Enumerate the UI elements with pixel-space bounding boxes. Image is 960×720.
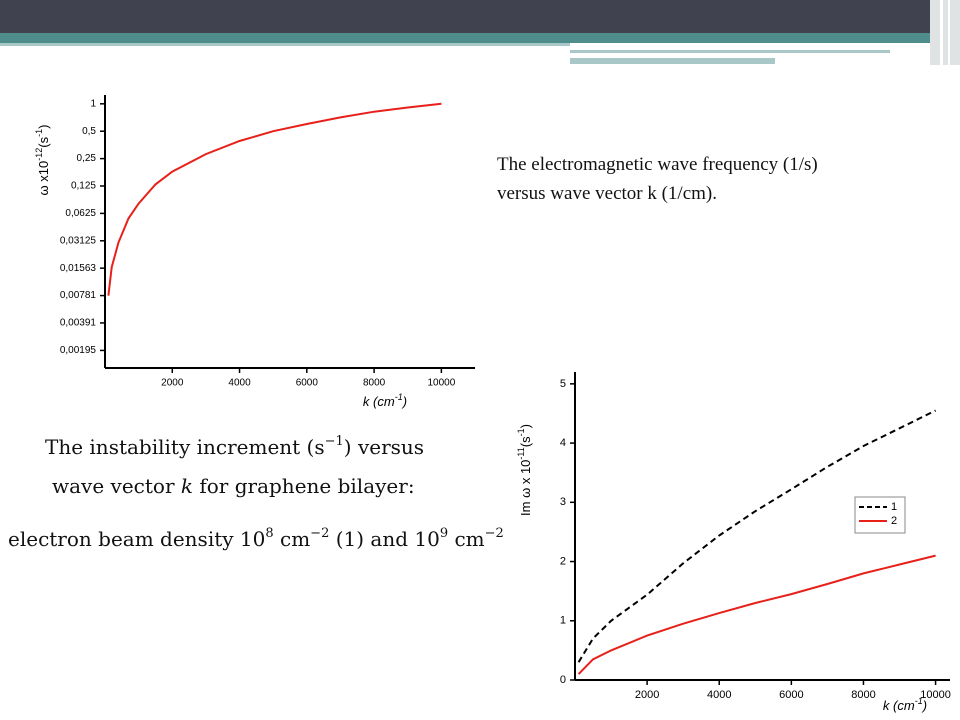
header-line bbox=[0, 43, 570, 46]
text: k (cm bbox=[363, 394, 395, 409]
y-tick-label: 0,0625 bbox=[65, 208, 96, 219]
text: cm bbox=[273, 527, 311, 551]
y-tick-label: 0,03125 bbox=[60, 235, 97, 246]
x-tick-label: 8000 bbox=[851, 689, 875, 701]
superscript: 8 bbox=[265, 526, 274, 541]
y-tick-label: 0,00391 bbox=[60, 318, 97, 329]
y-tick-label: 0,00195 bbox=[60, 345, 97, 356]
axis-label: k (cm-1) bbox=[883, 696, 927, 713]
superscript: -1 bbox=[34, 129, 44, 137]
y-tick-label: 5 bbox=[560, 378, 566, 390]
legend-label: 1 bbox=[891, 501, 897, 513]
y-tick-label: 1 bbox=[560, 615, 566, 627]
superscript: -1 bbox=[915, 696, 923, 706]
text: Im ω x 10 bbox=[518, 460, 533, 516]
text: ) bbox=[401, 394, 407, 409]
text: (s bbox=[36, 136, 51, 147]
text: for graphene bilayer: bbox=[193, 474, 415, 498]
y-tick-label: 0,25 bbox=[77, 153, 97, 164]
header-deco bbox=[930, 0, 960, 65]
axis-label: k (cm-1) bbox=[363, 392, 407, 409]
caption-line: electron beam density 108 cm−2 (1) and 1… bbox=[8, 526, 504, 551]
superscript: -11 bbox=[516, 447, 526, 459]
text: k bbox=[180, 474, 193, 498]
x-tick-label: 6000 bbox=[296, 378, 319, 389]
text: cm bbox=[448, 527, 485, 551]
superscript: -12 bbox=[34, 148, 44, 161]
superscript: −1 bbox=[324, 434, 344, 449]
y-tick-label: 3 bbox=[560, 496, 566, 508]
text: wave vector bbox=[52, 474, 181, 498]
caption: The electromagnetic wave frequency (1/s)… bbox=[497, 150, 818, 208]
legend-box bbox=[854, 496, 906, 534]
header-deco bbox=[940, 0, 943, 65]
text: (s bbox=[518, 436, 533, 447]
header-deco bbox=[948, 0, 950, 65]
data-line bbox=[107, 102, 442, 296]
x-tick-label: 10000 bbox=[427, 378, 455, 389]
y-tick-label: 0,00781 bbox=[60, 290, 97, 301]
axis-label: Im ω x 10-11(s-1) bbox=[516, 424, 533, 516]
superscript: −2 bbox=[310, 526, 330, 541]
x-tick-label: 2000 bbox=[635, 689, 659, 701]
superscript: 9 bbox=[439, 526, 449, 541]
caption-line: The instability increment (s−1) versus bbox=[45, 434, 424, 459]
caption-line: wave vector k for graphene bilayer: bbox=[52, 474, 415, 498]
y-tick-label: 0 bbox=[560, 674, 566, 686]
x-tick-label: 4000 bbox=[228, 378, 251, 389]
axis-label: ω x10-12(s-1) bbox=[34, 125, 51, 196]
caption-line: versus wave vector k (1/cm). bbox=[497, 183, 718, 204]
text: k (cm bbox=[883, 698, 915, 713]
x-tick-label: 4000 bbox=[707, 689, 731, 701]
data-line bbox=[577, 554, 936, 675]
x-tick-label: 8000 bbox=[363, 378, 386, 389]
data-line bbox=[577, 409, 937, 663]
text: electron beam density 10 bbox=[8, 527, 266, 551]
header-strip bbox=[0, 33, 960, 43]
header-line bbox=[570, 58, 775, 64]
y-tick-label: 0,01563 bbox=[60, 263, 97, 274]
x-tick-label: 2000 bbox=[161, 378, 184, 389]
text: The instability increment (s bbox=[45, 435, 325, 459]
text: ω x10 bbox=[36, 161, 51, 196]
superscript: -1 bbox=[395, 392, 403, 402]
y-tick-label: 1 bbox=[90, 98, 96, 109]
text: ) versus bbox=[343, 435, 425, 459]
text: ) bbox=[36, 125, 51, 129]
text: ) bbox=[518, 424, 533, 428]
y-tick-label: 2 bbox=[560, 555, 566, 567]
superscript: -1 bbox=[516, 428, 526, 436]
y-tick-label: 0,5 bbox=[82, 126, 96, 137]
header-line bbox=[570, 50, 890, 53]
text: (1) and 10 bbox=[329, 527, 440, 551]
superscript: −2 bbox=[484, 526, 504, 541]
text: ) bbox=[921, 698, 927, 713]
legend-label: 2 bbox=[891, 515, 897, 527]
y-tick-label: 4 bbox=[560, 437, 566, 449]
y-tick-label: 0,125 bbox=[71, 181, 96, 192]
x-tick-label: 10000 bbox=[920, 689, 951, 701]
caption-line: The electromagnetic wave frequency (1/s) bbox=[497, 154, 818, 175]
x-tick-label: 6000 bbox=[779, 689, 803, 701]
header-bar bbox=[0, 0, 960, 33]
